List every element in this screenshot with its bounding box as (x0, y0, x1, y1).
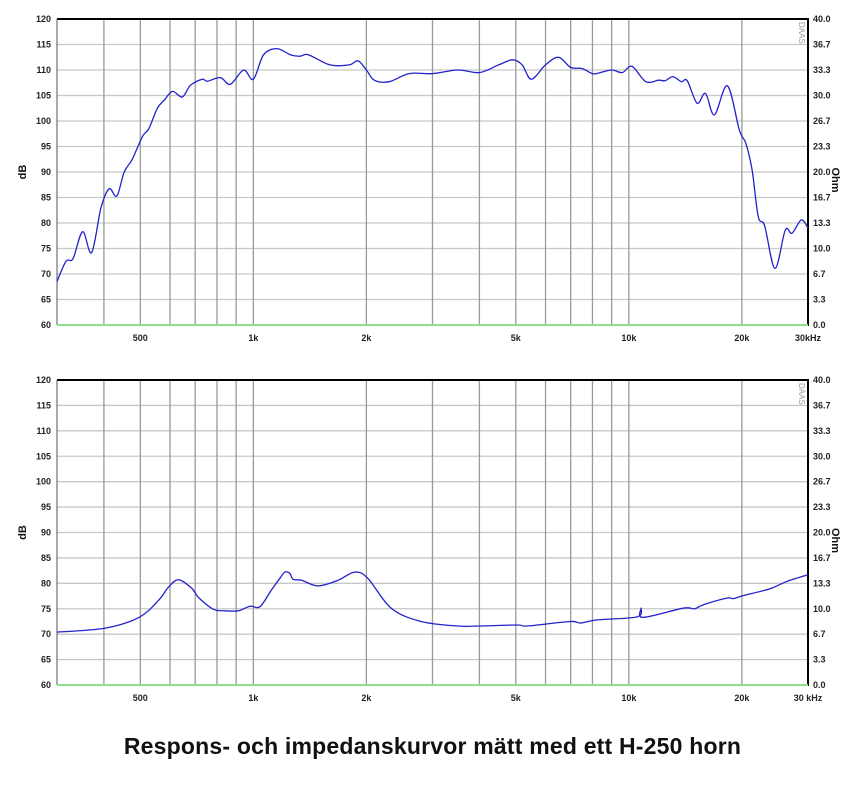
y2-tick-label: 30.0 (813, 91, 831, 101)
x-tick-label: 30kHz (795, 333, 822, 343)
y-tick-label: 75 (41, 244, 51, 254)
y-tick-label: 65 (41, 295, 51, 305)
x-tick-label: 2k (361, 333, 372, 343)
y2-axis-label: Ohm (829, 528, 841, 553)
x-tick-label: 2k (361, 693, 372, 703)
y-tick-label: 100 (36, 116, 51, 126)
x-tick-label: 20k (734, 333, 750, 343)
x-tick-label: 10k (621, 333, 637, 343)
y-tick-label: 110 (36, 65, 51, 75)
impedance-chart: 120 115 110 105 100 95 90 85 80 75 70 65 60 40.0 36.7 3… (17, 375, 841, 703)
y-tick-label: 100 (36, 477, 51, 487)
y-tick-label: 60 (41, 320, 51, 330)
x-tick-label: 10k (621, 693, 637, 703)
y2-tick-label: 13.3 (813, 578, 831, 588)
y2-tick-label: 0.0 (813, 320, 826, 330)
x-tick-label: 5k (511, 693, 522, 703)
y-tick-label: 120 (36, 14, 51, 24)
y2-tick-label: 40.0 (813, 14, 831, 24)
y2-tick-label: 40.0 (813, 375, 831, 385)
y-tick-label: 65 (41, 655, 51, 665)
y2-tick-label: 23.3 (813, 502, 831, 512)
y-tick-label: 95 (41, 142, 51, 152)
y2-tick-label: 3.3 (813, 655, 826, 665)
x-tick-label: 5k (511, 333, 522, 343)
y2-tick-label: 16.7 (813, 553, 831, 563)
y2-tick-label: 0.0 (813, 680, 826, 690)
y-tick-label: 70 (41, 269, 51, 279)
y-tick-label: 95 (41, 502, 51, 512)
y2-axis-label: Ohm (829, 167, 841, 192)
y2-tick-label: 36.7 (813, 40, 831, 50)
y-tick-label: 105 (36, 91, 51, 101)
y-tick-label: 85 (41, 193, 51, 203)
y-tick-label: 90 (41, 167, 51, 177)
y-axis-label: dB (17, 525, 29, 540)
y-tick-label: 60 (41, 680, 51, 690)
y2-tick-label: 23.3 (813, 142, 831, 152)
y-tick-label: 115 (36, 40, 51, 50)
y-tick-label: 75 (41, 604, 51, 614)
impedance-curve (56, 571, 809, 633)
y2-tick-label: 20.0 (813, 528, 831, 538)
watermark: DAAS (797, 22, 806, 44)
y2-tick-label: 10.0 (813, 244, 831, 254)
y-tick-label: 70 (41, 629, 51, 639)
y-tick-label: 90 (41, 528, 51, 538)
y-tick-label: 120 (36, 375, 51, 385)
y2-tick-label: 26.7 (813, 477, 831, 487)
figure-caption: Respons- och impedanskurvor mätt med ett… (123, 733, 742, 759)
x-tick-label: 500 (133, 333, 148, 343)
y-tick-label: 110 (36, 426, 51, 436)
y2-tick-label: 36.7 (813, 400, 831, 410)
y2-tick-label: 6.7 (813, 269, 826, 279)
y2-tick-label: 30.0 (813, 451, 831, 461)
y-tick-label: 85 (41, 553, 51, 563)
x-tick-label: 1k (248, 333, 259, 343)
response-curve (56, 47, 809, 282)
y-tick-label: 80 (41, 578, 51, 588)
y-tick-label: 115 (36, 400, 51, 410)
x-tick-label: 20k (734, 693, 750, 703)
y2-tick-label: 6.7 (813, 629, 826, 639)
y2-tick-label: 33.3 (813, 426, 831, 436)
x-tick-label: 1k (248, 693, 259, 703)
frequency-response-chart: 120 115 110 105 100 95 90 85 80 75 70 65 60 40.0 36.7 3… (17, 14, 841, 343)
y2-tick-label: 16.7 (813, 193, 831, 203)
y-tick-label: 80 (41, 218, 51, 228)
watermark: DAAS (797, 383, 806, 405)
y2-tick-label: 26.7 (813, 116, 831, 126)
y-tick-label: 105 (36, 451, 51, 461)
y2-tick-label: 13.3 (813, 218, 831, 228)
y2-tick-label: 10.0 (813, 604, 831, 614)
x-tick-label: 30 kHz (794, 693, 823, 703)
y2-tick-label: 33.3 (813, 65, 831, 75)
y2-tick-label: 20.0 (813, 167, 831, 177)
y2-tick-label: 3.3 (813, 295, 826, 305)
x-tick-label: 500 (133, 693, 148, 703)
y-axis-label: dB (17, 165, 29, 180)
